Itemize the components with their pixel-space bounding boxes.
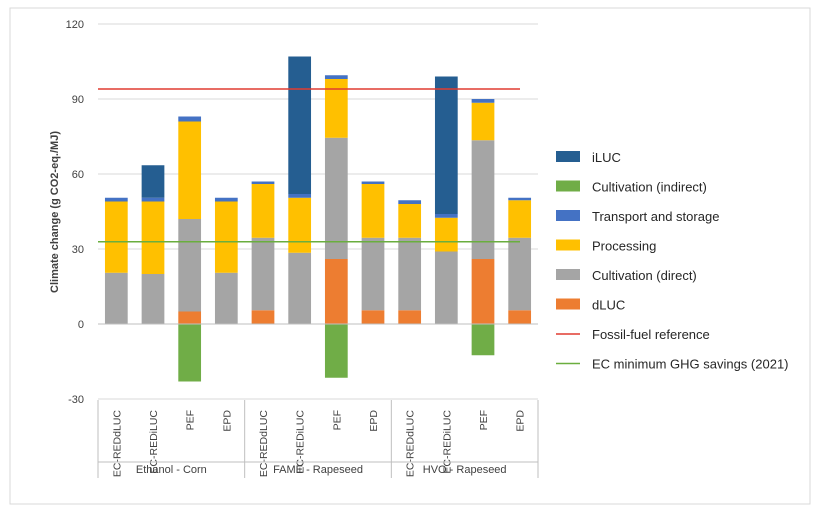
bars — [104, 56, 532, 382]
x-category-label: PEF — [185, 410, 197, 430]
bar-segment — [508, 310, 532, 324]
x-category-label: EPD — [515, 410, 527, 432]
bar-segment — [324, 137, 348, 259]
legend-swatch — [556, 210, 580, 221]
y-tick-label: 0 — [78, 319, 84, 331]
bar-segment — [324, 324, 348, 378]
bar-segment — [398, 237, 422, 311]
x-category-label: EC-REDiLUC — [148, 410, 160, 474]
legend-swatch — [556, 239, 580, 251]
bar-segment — [398, 204, 422, 238]
bar-segment — [288, 197, 312, 253]
bar-segment — [471, 324, 495, 356]
bar-segment — [398, 310, 422, 324]
bar-segment — [178, 324, 202, 382]
bar-segment — [178, 121, 202, 219]
legend-label: dLUC — [592, 298, 625, 313]
group-label: FAME - Rapeseed — [273, 464, 363, 476]
legend-label: iLUC — [592, 150, 621, 165]
bar-segment — [141, 274, 165, 324]
legend-swatch — [556, 151, 580, 162]
bar-segment — [361, 184, 385, 238]
y-axis-title: Climate change (g CO2-eq./MJ) — [49, 131, 61, 293]
x-category-label: EPD — [221, 410, 233, 432]
legend-label: Cultivation (direct) — [592, 268, 697, 283]
bar-segment — [251, 181, 275, 184]
bar-segment — [141, 165, 165, 198]
x-category-label: PEF — [331, 410, 343, 430]
bar-segment — [324, 79, 348, 138]
bar-segment — [104, 197, 128, 202]
bar-segment — [361, 237, 385, 311]
bar-segment — [398, 200, 422, 204]
bar-segment — [471, 259, 495, 324]
bar-segment — [508, 200, 532, 238]
legend: iLUC Cultivation (indirect) Transport and … — [556, 150, 789, 372]
y-tick-label: -30 — [68, 394, 84, 406]
bar-segment — [434, 76, 458, 214]
y-tick-label: 60 — [72, 169, 84, 181]
bar-segment — [178, 311, 202, 324]
bar-segment — [178, 116, 202, 122]
bar-segment — [324, 75, 348, 79]
bar-segment — [141, 201, 165, 274]
bar-segment — [178, 219, 202, 312]
x-category-label: EC-REDdLUC — [258, 410, 270, 478]
group-label: Ethanol - Corn — [136, 464, 207, 476]
legend-label: Transport and storage — [592, 209, 719, 224]
bar-segment — [324, 259, 348, 324]
x-category-label: EC-REDiLUC — [295, 410, 307, 474]
bar-segment — [251, 184, 275, 238]
bar-segment — [104, 272, 128, 324]
bar-segment — [434, 251, 458, 324]
bar-segment — [141, 197, 165, 202]
x-category-label: EPD — [368, 410, 380, 432]
reference-lines — [98, 88, 520, 243]
bar-segment — [361, 310, 385, 324]
x-category-label: EC-REDdLUC — [405, 410, 417, 478]
bar-segment — [288, 194, 312, 198]
legend-swatch — [556, 298, 580, 310]
bar-segment — [434, 214, 458, 218]
bar-segment — [251, 310, 275, 324]
bar-segment — [361, 181, 385, 184]
legend-swatch — [556, 180, 580, 192]
legend-swatch — [556, 269, 580, 280]
bar-segment — [288, 56, 312, 194]
bar-segment — [104, 201, 128, 273]
x-category-label: EC-REDiLUC — [441, 410, 453, 474]
bar-segment — [214, 201, 238, 273]
legend-label: EC minimum GHG savings (2021) — [592, 357, 789, 372]
bar-segment — [434, 217, 458, 252]
x-category-label: PEF — [478, 410, 490, 430]
y-tick-label: 90 — [72, 94, 84, 106]
group-label: HVO - Rapeseed — [423, 464, 507, 476]
y-tick-label: 30 — [72, 244, 84, 256]
axes: -30 0 30 60 90 120 EC-REDdLUC EC-REDiLUC PEF EPD E… — [66, 19, 539, 478]
x-category-label: EC-REDdLUC — [111, 410, 123, 478]
bar-segment — [214, 272, 238, 324]
bar-segment — [508, 237, 532, 311]
bar-segment — [471, 102, 495, 141]
bar-segment — [214, 197, 238, 202]
bar-segment — [471, 140, 495, 259]
y-tick-label: 120 — [66, 19, 84, 31]
legend-label: Processing — [592, 239, 656, 254]
bar-segment — [288, 252, 312, 324]
legend-label: Fossil-fuel reference — [592, 327, 710, 342]
bar-segment — [251, 237, 275, 311]
bar-segment — [471, 99, 495, 103]
legend-label: Cultivation (indirect) — [592, 180, 707, 195]
bar-segment — [508, 197, 532, 201]
